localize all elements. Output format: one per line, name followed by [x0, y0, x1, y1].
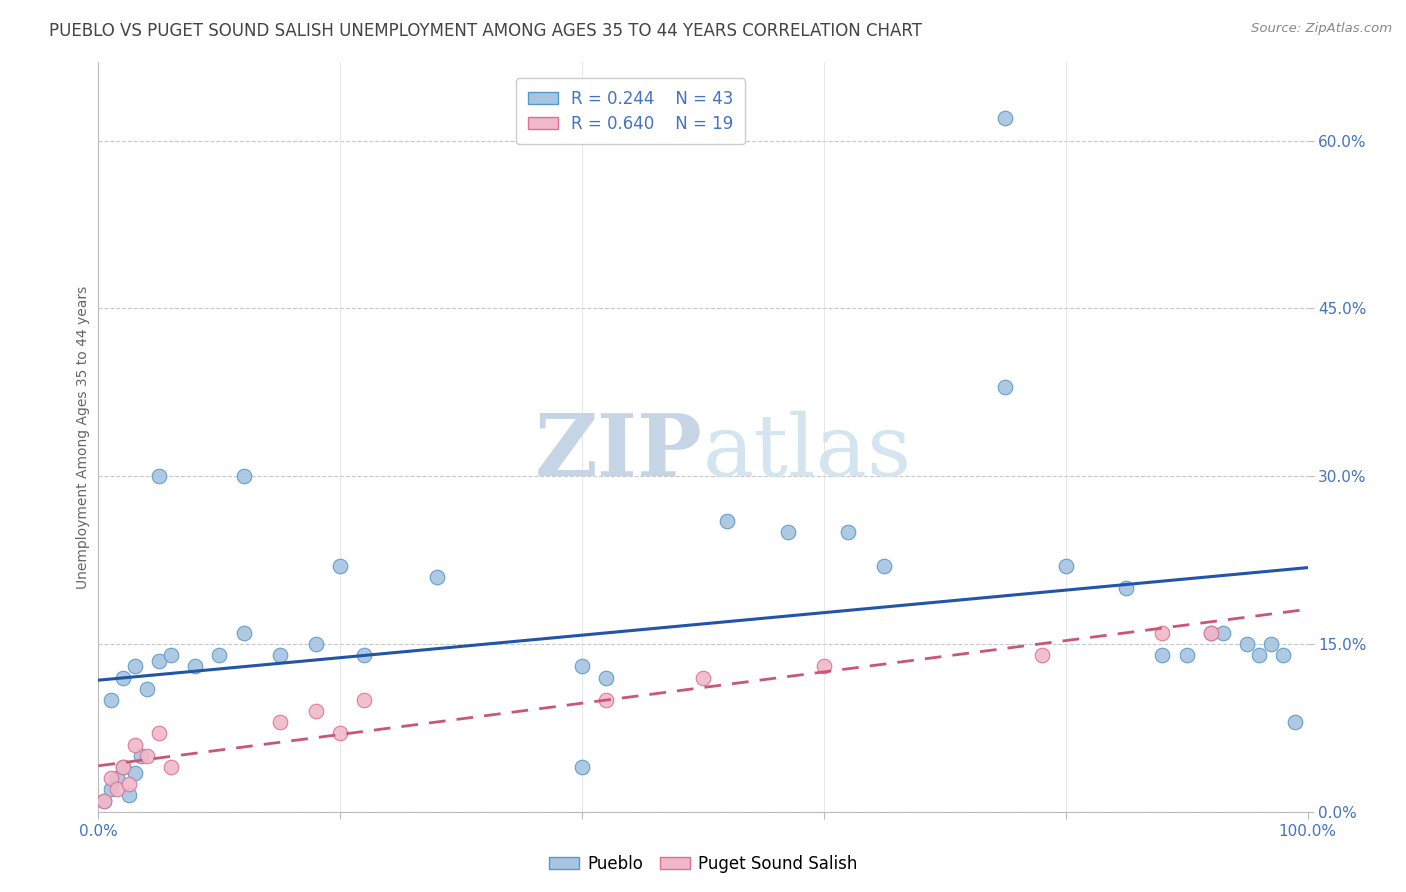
Point	[1054, 558, 1077, 573]
Point	[148, 726, 170, 740]
Point	[837, 525, 859, 540]
Point	[1284, 715, 1306, 730]
Point	[426, 570, 449, 584]
Point	[571, 659, 593, 673]
Point	[1152, 648, 1174, 662]
Point	[1031, 648, 1053, 662]
Point	[135, 748, 157, 763]
Point	[111, 671, 134, 685]
Point	[105, 782, 128, 797]
Point	[118, 788, 141, 802]
Text: Source: ZipAtlas.com: Source: ZipAtlas.com	[1251, 22, 1392, 36]
Point	[305, 637, 328, 651]
Point	[184, 659, 207, 673]
Point	[124, 738, 146, 752]
Point	[692, 671, 714, 685]
Point	[329, 726, 352, 740]
Point	[305, 704, 328, 718]
Point	[813, 659, 835, 673]
Point	[873, 558, 896, 573]
Point	[118, 777, 141, 791]
Point	[1199, 625, 1222, 640]
Text: atlas: atlas	[703, 410, 912, 493]
Point	[232, 625, 254, 640]
Point	[1199, 625, 1222, 640]
Point	[208, 648, 231, 662]
Point	[1236, 637, 1258, 651]
Point	[1152, 625, 1174, 640]
Point	[595, 671, 617, 685]
Point	[148, 469, 170, 483]
Point	[160, 648, 183, 662]
Point	[1272, 648, 1295, 662]
Point	[269, 648, 291, 662]
Point	[93, 793, 115, 807]
Point	[100, 782, 122, 797]
Point	[232, 469, 254, 483]
Point	[994, 112, 1017, 126]
Point	[129, 748, 152, 763]
Point	[1249, 648, 1271, 662]
Point	[595, 693, 617, 707]
Point	[353, 648, 375, 662]
Point	[93, 793, 115, 807]
Point	[124, 659, 146, 673]
Point	[1212, 625, 1234, 640]
Point	[135, 681, 157, 696]
Point	[100, 693, 122, 707]
Point	[329, 558, 352, 573]
Point	[111, 760, 134, 774]
Point	[353, 693, 375, 707]
Point	[148, 654, 170, 668]
Point	[776, 525, 799, 540]
Point	[1260, 637, 1282, 651]
Point	[269, 715, 291, 730]
Point	[160, 760, 183, 774]
Legend: R = 0.244    N = 43, R = 0.640    N = 19: R = 0.244 N = 43, R = 0.640 N = 19	[516, 78, 745, 145]
Text: PUEBLO VS PUGET SOUND SALISH UNEMPLOYMENT AMONG AGES 35 TO 44 YEARS CORRELATION : PUEBLO VS PUGET SOUND SALISH UNEMPLOYMEN…	[49, 22, 922, 40]
Point	[716, 514, 738, 528]
Point	[571, 760, 593, 774]
Point	[1175, 648, 1198, 662]
Y-axis label: Unemployment Among Ages 35 to 44 years: Unemployment Among Ages 35 to 44 years	[76, 285, 90, 589]
Text: ZIP: ZIP	[536, 410, 703, 494]
Point	[105, 771, 128, 785]
Legend: Pueblo, Puget Sound Salish: Pueblo, Puget Sound Salish	[543, 848, 863, 880]
Point	[1115, 581, 1137, 595]
Point	[111, 760, 134, 774]
Point	[100, 771, 122, 785]
Point	[124, 765, 146, 780]
Point	[994, 380, 1017, 394]
